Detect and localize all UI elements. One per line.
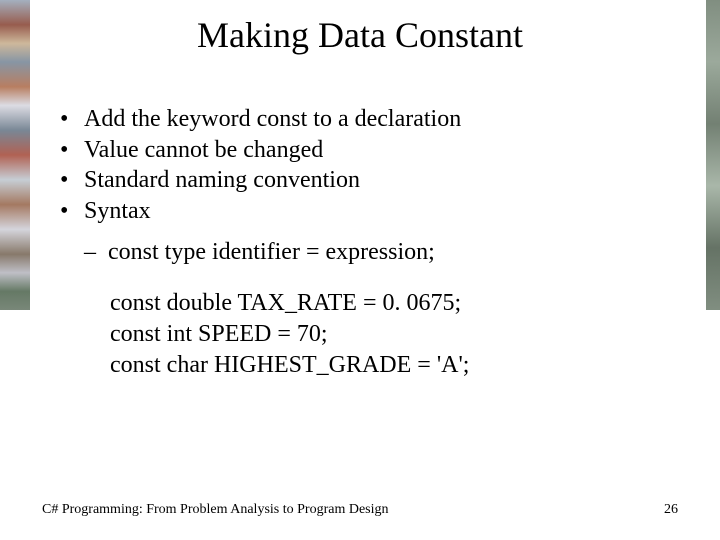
slide-body: Making Data Constant Add the keyword con… <box>0 0 720 540</box>
bullet-item: Standard naming convention <box>54 165 680 196</box>
sub-bullet-item: const type identifier = expression; <box>84 237 680 268</box>
code-line: const int SPEED = 70; <box>110 319 680 350</box>
footer-source: C# Programming: From Problem Analysis to… <box>42 502 389 518</box>
code-examples: const double TAX_RATE = 0. 0675; const i… <box>110 288 680 382</box>
code-line: const double TAX_RATE = 0. 0675; <box>110 288 680 319</box>
bullet-item: Syntax <box>54 196 680 227</box>
sub-bullet-list: const type identifier = expression; <box>84 237 680 268</box>
code-line: const char HIGHEST_GRADE = 'A'; <box>110 350 680 381</box>
slide-number: 26 <box>664 502 678 518</box>
slide-content: Add the keyword const to a declaration V… <box>0 104 720 382</box>
bullet-item: Value cannot be changed <box>54 135 680 166</box>
bullet-list: Add the keyword const to a declaration V… <box>54 104 680 227</box>
slide-title: Making Data Constant <box>0 14 720 56</box>
bullet-item: Add the keyword const to a declaration <box>54 104 680 135</box>
